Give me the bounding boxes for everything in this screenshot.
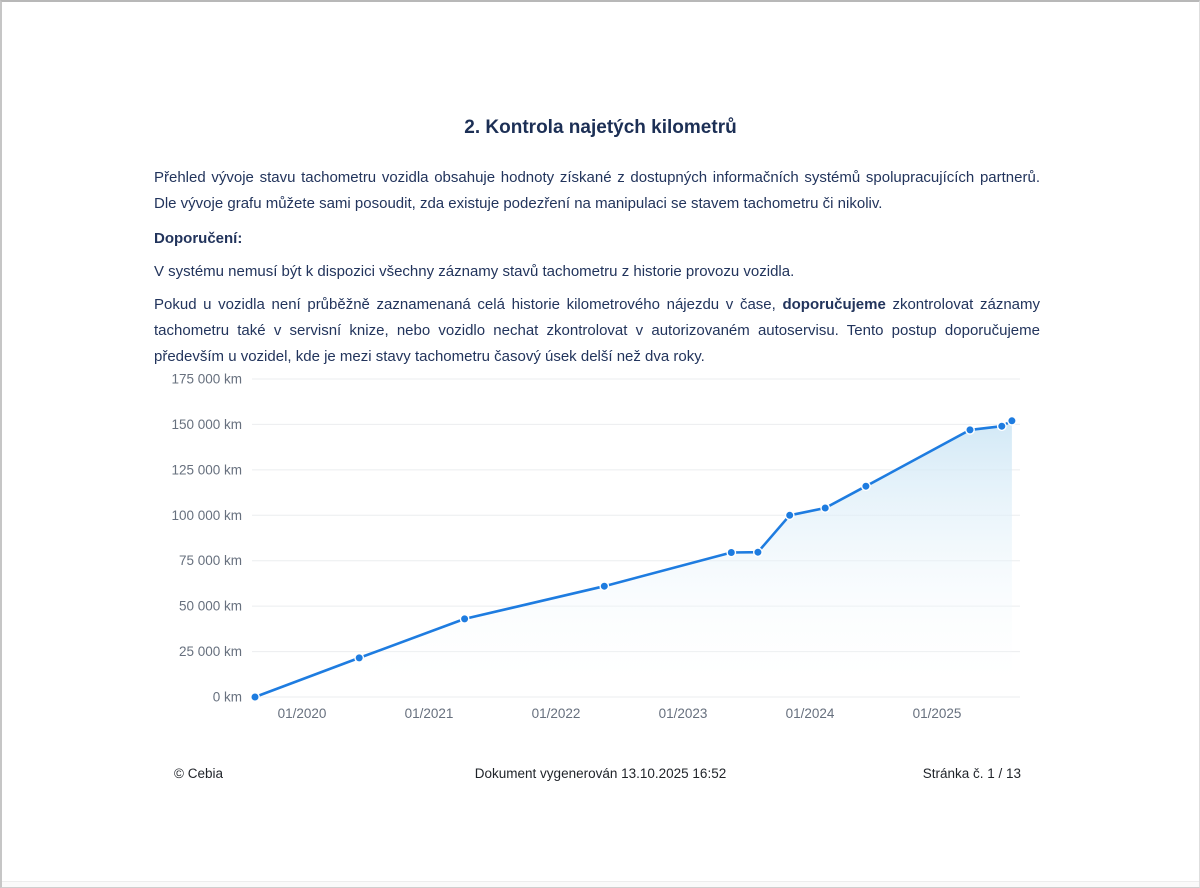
area-fill <box>255 420 1012 697</box>
data-point <box>996 421 1007 432</box>
footer-generated-timestamp: Dokument vygenerován 13.10.2025 16:52 <box>474 766 727 781</box>
intro-paragraph: Přehled vývoje stavu tachometru vozidla … <box>154 169 1040 212</box>
data-point <box>354 652 365 663</box>
recommendation-paragraph: V systému nemusí být k dispozici všechny… <box>154 263 795 280</box>
y-tick-label: 125 000 km <box>171 462 242 477</box>
data-points <box>250 415 1017 702</box>
footer-copyright: © Cebia <box>174 766 223 781</box>
x-tick-label: 01/2021 <box>405 706 454 721</box>
data-point <box>820 503 831 513</box>
recommendation-heading: Doporučení: <box>154 230 243 247</box>
y-tick-label: 75 000 km <box>179 553 242 568</box>
y-tick-label: 50 000 km <box>179 599 242 614</box>
x-tick-label: 01/2024 <box>786 706 835 721</box>
data-point <box>459 613 470 624</box>
trend-line <box>253 419 1014 699</box>
data-point <box>1007 415 1017 426</box>
data-point <box>753 547 763 558</box>
y-tick-label: 150 000 km <box>171 417 242 432</box>
odometer-chart-svg: 175 000 km 150 000 km 125 000 km 100 000 km… <box>171 372 1020 721</box>
page-bottom-edge <box>2 881 1199 887</box>
x-tick-label: 01/2025 <box>913 706 962 721</box>
data-point <box>965 425 975 435</box>
y-tick-label: 100 000 km <box>171 508 242 523</box>
x-tick-label: 01/2020 <box>278 706 327 721</box>
x-tick-label: 01/2022 <box>532 706 581 721</box>
y-tick-label: 0 km <box>213 690 242 705</box>
advice-paragraph: Pokud u vozidla není průběžně zaznamenan… <box>154 292 1040 370</box>
y-tick-label: 175 000 km <box>171 372 242 387</box>
x-tick-label: 01/2023 <box>659 706 708 721</box>
x-axis-labels: 01/2020 01/2021 01/2022 01/2023 01/2024 01/20… <box>278 706 962 721</box>
data-point <box>250 692 260 702</box>
data-point <box>784 510 795 521</box>
data-point <box>599 581 610 592</box>
data-point <box>726 547 737 558</box>
page-title: 2. Kontrola najetých kilometrů <box>464 117 737 138</box>
advice-text-before: Pokud u vozidla není průběžně zaznamenan… <box>154 296 783 313</box>
advice-text-bold: doporučujeme <box>782 296 886 313</box>
data-point <box>861 481 871 492</box>
y-axis-labels: 175 000 km 150 000 km 125 000 km 100 000 km… <box>171 372 242 705</box>
y-tick-label: 25 000 km <box>179 644 242 659</box>
page-footer: © Cebia Dokument vygenerován 13.10.2025 … <box>2 766 1199 786</box>
advice-text-after: zkontrolovat záznamy tachometru také v s… <box>154 296 1041 365</box>
footer-page-number: Stránka č. 1 / 13 <box>922 766 1021 781</box>
odometer-chart: 175 000 km 150 000 km 125 000 km 100 000 km… <box>142 368 1042 724</box>
